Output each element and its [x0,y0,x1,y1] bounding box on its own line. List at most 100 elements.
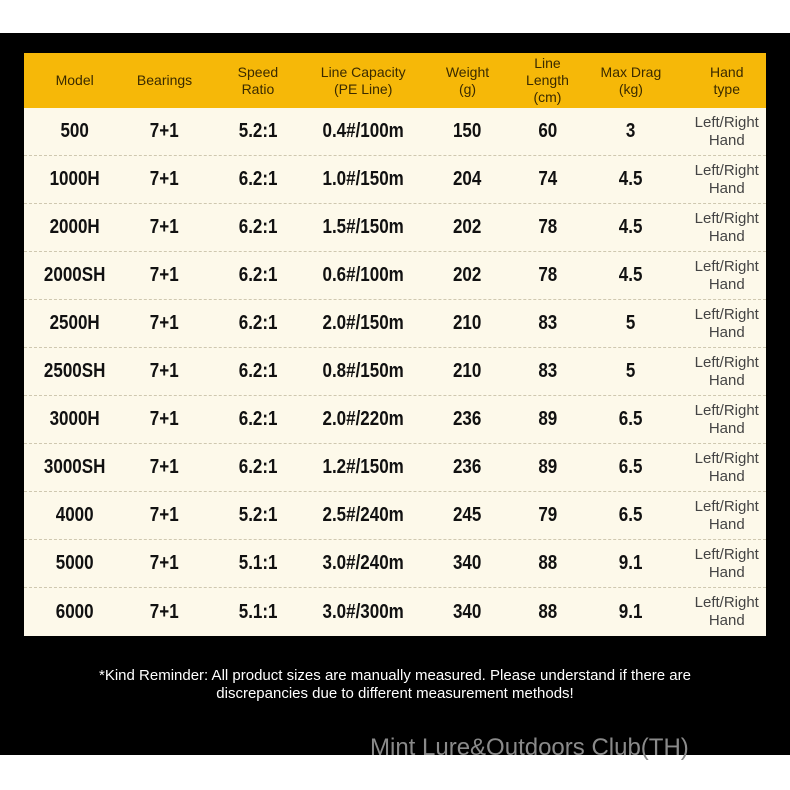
cell-line: Weight [445,63,490,80]
cell: 2500H [49,312,100,334]
cell: 5.1:1 [238,600,278,623]
cell-line: Hand [710,63,744,80]
table-row: 6000 7+1 5.1:1 3.0#/300m 340 88 9.1 Left/Right H… [24,588,766,636]
cell-line: (cm) [533,89,562,105]
cell-line: Hand [708,323,745,341]
cell-line: Left/Right [694,449,759,467]
table-row: 500 7+1 5.2:1 0.4#/100m 150 60 3 Left/Right Hand [24,108,766,156]
cell: Left/Right Hand [688,348,766,395]
cell: 6.2:1 [238,168,278,190]
cell: 7+1 [150,360,179,382]
cell: 0.6#/100m [322,264,404,286]
table-row: 3000H 7+1 6.2:1 2.0#/220m 236 89 6.5 Left/Right… [24,396,766,444]
cell: 9.1 [619,600,643,623]
cell: Left/Right Hand [688,156,766,203]
cell: 3000H [49,408,100,430]
cell: 2.5#/240m [322,504,404,526]
cell: 6.2:1 [238,408,278,430]
table-row: 2000SH 7+1 6.2:1 0.6#/100m 202 78 4.5 Left/Righ… [24,252,766,300]
cell: 78 [537,216,557,238]
cell-line: Left/Right [694,401,759,419]
cell: 88 [537,552,557,574]
cell-line: Hand [708,612,745,629]
cell: Weight (g) [414,53,520,108]
cell: 210 [453,360,482,382]
cell: 150 [453,120,482,142]
cell: Left/Right Hand [688,492,766,539]
cell-line: Hand [708,131,745,149]
cell: Left/Right Hand [688,204,766,251]
cell-line: Hand [708,515,745,533]
cell: 7+1 [150,120,179,142]
cell-line: Left/Right [694,161,759,179]
cell-line: Left/Right [694,257,759,275]
cell: 78 [537,264,557,286]
cell: Left/Right Hand [688,540,766,587]
cell: 7+1 [150,552,179,574]
cell: 7+1 [150,216,179,238]
cell-line: Left/Right [694,545,759,563]
cell: 202 [453,216,482,238]
cell: 6.2:1 [238,456,278,478]
cell-line: Hand [708,563,745,581]
cell: 7+1 [150,312,179,334]
spec-table: Model Bearings Speed Ratio Line Capacity (PE … [24,53,766,636]
cell-line: Model [55,72,94,88]
cell: 3.0#/300m [322,600,404,623]
cell: 6000 [55,600,94,623]
cell: Line Capacity (PE Line) [312,53,414,108]
watermark: Mint Lure&Outdoors Club(TH) [370,734,689,761]
table-row: 2500H 7+1 6.2:1 2.0#/150m 210 83 5 Left/Right Ha… [24,300,766,348]
cell-line: Speed [237,63,279,80]
header-row: Model Bearings Speed Ratio Line Capacity (PE … [24,53,766,108]
cell: 9.1 [619,552,643,574]
cell: 4.5 [619,216,643,238]
cell: 89 [537,408,557,430]
cell: Left/Right Hand [688,252,766,299]
table-row: 2500SH 7+1 6.2:1 0.8#/150m 210 83 5 Left/Right H… [24,348,766,396]
cell-line: Line Capacity [320,63,406,80]
cell: 5.1:1 [238,552,278,574]
cell: 6.2:1 [238,216,278,238]
cell: 340 [453,552,482,574]
cell: 83 [537,312,557,334]
cell: 6.2:1 [238,360,278,382]
cell: 1000H [49,168,100,190]
cell: 5 [626,360,636,382]
cell-line: Left/Right [694,594,759,611]
cell: 2.0#/150m [322,312,404,334]
cell-line: (g) [458,80,477,97]
cell-line: (PE Line) [334,80,393,97]
cell: 5 [626,312,636,334]
cell: 7+1 [150,168,179,190]
cell: Left/Right Hand [688,108,766,155]
cell: 6.2:1 [238,264,278,286]
cell: 204 [453,168,482,190]
cell: 7+1 [150,408,179,430]
cell-line: Left/Right [694,497,759,515]
reminder: *Kind Reminder: All product sizes are ma… [99,667,691,702]
cell: 2000SH [43,264,106,286]
cell: 236 [453,456,482,478]
cell: 245 [453,504,482,526]
cell-line: Hand [708,467,745,485]
cell: 79 [537,504,557,526]
cell-line: Left/Right [694,353,759,371]
cell: 2000H [49,216,100,238]
cell: Left/Right Hand [688,444,766,491]
cell: Left/Right Hand [688,588,766,636]
cell: 88 [537,600,557,623]
cell-line: Max Drag [600,63,662,80]
cell: 236 [453,408,482,430]
cell: Line Length (cm) [521,53,575,108]
cell: 5.2:1 [238,504,278,526]
cell-line: Hand [708,275,745,293]
cell: 5000 [55,552,94,574]
cell: 2.0#/220m [322,408,404,430]
cell: 1.2#/150m [322,456,404,478]
table-row: 3000SH 7+1 6.2:1 1.2#/150m 236 89 6.5 Left/Righ… [24,444,766,492]
cell: 4.5 [619,168,643,190]
cell: 340 [453,600,482,623]
cell-line: Left/Right [694,209,759,227]
